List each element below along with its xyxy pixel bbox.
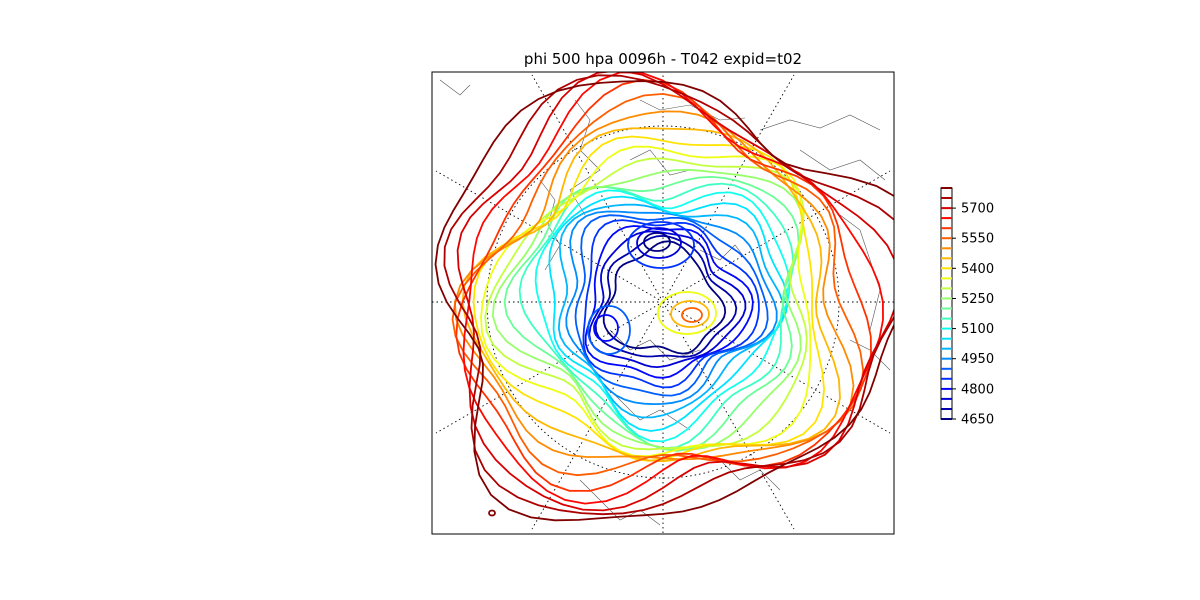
map-frame	[431, 71, 895, 535]
high-pole-mid	[670, 300, 710, 328]
high-pole-outer	[657, 291, 717, 335]
colorbar-tick-label: 5700	[961, 202, 994, 217]
contour-5050	[548, 195, 789, 432]
colorbar-tick-label: 5400	[961, 262, 994, 277]
colorbar-tick-label: 5100	[961, 322, 994, 337]
colorbar-box	[940, 187, 953, 420]
contour-4900	[574, 214, 769, 397]
graticule	[432, 72, 894, 534]
low-canada-inner	[643, 232, 671, 252]
colorbar-tick-label: 4650	[961, 413, 994, 428]
chart-title: phi 500 hpa 0096h - T042 expid=t02	[524, 50, 802, 68]
contour-5100	[534, 189, 791, 443]
contour-lines	[434, 72, 894, 522]
low-canada-mid	[636, 227, 682, 259]
contour-5300	[484, 157, 808, 451]
colorbar-level-lines	[941, 187, 952, 420]
colorbar-ticks: 5700 5550 5400 5250 5100 4950 4800 4650	[952, 202, 994, 428]
contour-5650	[462, 72, 884, 505]
colorbar-tick-label: 4950	[961, 352, 994, 367]
colorbar-tick-label: 5550	[961, 232, 994, 247]
colorbar-tick-label: 5250	[961, 292, 994, 307]
contour-4750	[588, 230, 747, 369]
contour-5000	[557, 203, 785, 419]
contour-4950	[565, 210, 778, 406]
map-area	[432, 72, 894, 534]
contour-4800	[584, 225, 754, 379]
contour-5800	[434, 80, 894, 522]
contour-4850	[582, 219, 760, 389]
low-siberia-inner	[593, 314, 619, 342]
low-canada-outer	[627, 221, 695, 269]
high-pole-inner	[681, 307, 703, 323]
colorbar: 5700 5550 5400 5250 5100 4950 4800 4650	[940, 187, 994, 428]
contour-4650	[602, 240, 727, 355]
outlier-contour	[488, 509, 496, 517]
contour-5150	[518, 182, 794, 450]
contour-5500	[453, 110, 855, 461]
contour-5350	[480, 145, 812, 458]
contour-5250	[491, 168, 804, 451]
contour-5200	[503, 175, 800, 452]
low-siberia-outer	[587, 305, 631, 355]
contour-4700	[594, 234, 738, 358]
colorbar-tick-label: 4800	[961, 382, 994, 397]
